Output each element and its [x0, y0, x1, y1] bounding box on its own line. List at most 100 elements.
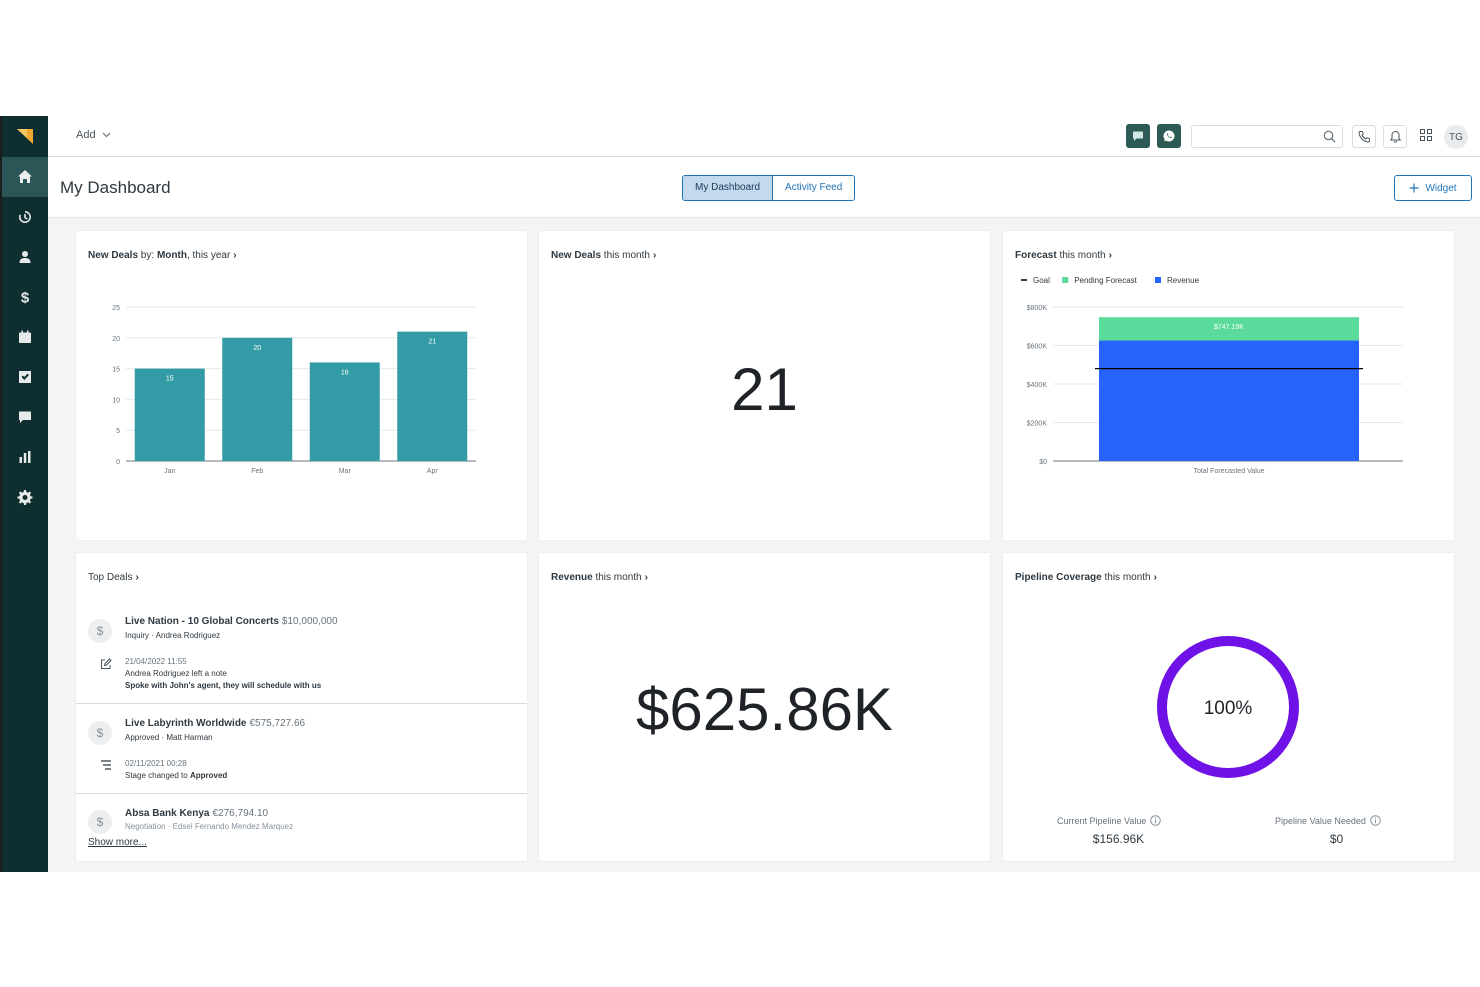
- sidebar-item-chat[interactable]: [2, 397, 48, 437]
- show-more-link[interactable]: Show more...: [88, 837, 147, 848]
- deal-stage-owner: Negotiation · Edsel Fernando Mendez Marq…: [125, 822, 294, 831]
- dollar-icon: $: [96, 815, 104, 829]
- deal-name[interactable]: Live Labyrinth Worldwide €575,727.66: [125, 718, 306, 729]
- revenue-card: Revenue this month › $625.86K: [539, 553, 990, 861]
- sidebar-item-tasks[interactable]: [2, 357, 48, 397]
- forecast-stacked-chart: Goal Pending Forecast Revenue $0 $200K $400K $…: [1021, 276, 1403, 475]
- sidebar-item-settings[interactable]: [2, 477, 48, 517]
- sidebar-item-calendar[interactable]: [2, 317, 48, 357]
- bar: [134, 368, 205, 461]
- y-tick-label: 20: [112, 336, 120, 343]
- deal-avatar: $: [88, 810, 112, 834]
- current-pipeline-label: Current Pipeline Value: [1057, 815, 1162, 826]
- new-deals-chart-card: New Deals by: Month, this year › 0 5 10 15 20…: [76, 231, 527, 540]
- sidebar-item-contacts[interactable]: [2, 237, 48, 277]
- add-widget-button[interactable]: Widget: [1394, 175, 1472, 201]
- add-menu-label: Add: [76, 129, 96, 141]
- info-icon[interactable]: [1370, 815, 1381, 826]
- notifications-button[interactable]: [1383, 125, 1407, 148]
- card-title[interactable]: Forecast this month ›: [1015, 250, 1112, 261]
- calendar-icon: [19, 330, 31, 343]
- logo-icon: [17, 129, 33, 144]
- y-tick-label: $0: [1039, 459, 1047, 466]
- y-tick-label: 0: [116, 459, 120, 466]
- activity-note: Spoke with John's agent, they will sched…: [125, 681, 322, 690]
- y-tick-label: 15: [112, 367, 120, 374]
- x-tick-label: Mar: [339, 468, 352, 475]
- deal-name[interactable]: Absa Bank Kenya €276,794.10: [125, 808, 269, 819]
- card-title[interactable]: Pipeline Coverage this month ›: [1015, 572, 1157, 583]
- whatsapp-icon: [1163, 130, 1175, 142]
- top-deals-card: Top Deals › $ Live Nation - 10 Global Con…: [76, 553, 527, 861]
- messaging-button[interactable]: [1126, 124, 1150, 148]
- search-icon[interactable]: [1323, 130, 1336, 143]
- bar: [222, 337, 293, 461]
- reports-icon: [19, 451, 31, 463]
- bar-total-label: $747.19K: [1214, 324, 1244, 331]
- bar: [309, 362, 380, 461]
- pipeline-needed-label: Pipeline Value Needed: [1275, 815, 1381, 826]
- info-icon[interactable]: [1150, 815, 1162, 826]
- pipeline-ring: 100%: [1157, 636, 1299, 778]
- home-icon: [18, 170, 32, 183]
- apps-button[interactable]: [1419, 128, 1433, 147]
- sidebar-item-deals[interactable]: $: [2, 277, 48, 317]
- plus-icon: [1409, 183, 1419, 193]
- new-deals-bar-chart: 0 5 10 15 20 25 15 Jan 20 Feb 16 Mar 21 Apr: [112, 305, 476, 475]
- deal-avatar: $: [88, 721, 112, 745]
- current-pipeline-value: $156.96K: [1092, 832, 1145, 846]
- whatsapp-button[interactable]: [1157, 124, 1181, 148]
- note-icon: [101, 658, 112, 669]
- grid-icon: [1420, 129, 1432, 141]
- activity-time: 21/04/2022 11:55: [125, 657, 187, 666]
- revenue-value: $625.86K: [636, 676, 893, 743]
- pipeline-needed-value: $0: [1329, 832, 1344, 846]
- card-title[interactable]: New Deals this month ›: [551, 250, 657, 261]
- y-tick-label: $600K: [1027, 344, 1048, 351]
- add-widget-label: Widget: [1425, 182, 1457, 194]
- deal-stage-owner: Inquiry · Andrea Rodriguez: [125, 631, 221, 640]
- pipeline-card: Pipeline Coverage this month › 100% Curre…: [1003, 553, 1454, 861]
- new-deals-count: 21: [731, 356, 798, 423]
- tab-my-dashboard[interactable]: My Dashboard: [683, 176, 774, 200]
- card-title[interactable]: Top Deals ›: [88, 572, 139, 583]
- pipeline-percent: 100%: [1204, 698, 1253, 719]
- phone-icon: [1357, 131, 1370, 143]
- sidebar-item-reports[interactable]: [2, 437, 48, 477]
- dollar-icon: $: [21, 290, 30, 306]
- divider: [76, 703, 527, 704]
- sidebar-item-activity[interactable]: [2, 197, 48, 237]
- dashboard-tabs: My Dashboard Activity Feed: [682, 175, 856, 201]
- bar-value-label: 16: [341, 369, 349, 376]
- x-tick-label: Total Forecasted Value: [1193, 468, 1264, 475]
- card-title[interactable]: New Deals by: Month, this year ›: [88, 250, 237, 261]
- card-title[interactable]: Revenue this month ›: [551, 572, 648, 583]
- activity-summary: Andrea Rodriguez left a note: [125, 669, 227, 678]
- tab-activity-feed[interactable]: Activity Feed: [773, 176, 855, 200]
- dollar-icon: $: [96, 624, 104, 638]
- app-logo[interactable]: [2, 116, 48, 156]
- page-title: My Dashboard: [60, 178, 171, 197]
- sidebar-item-home[interactable]: [2, 157, 48, 197]
- page-header: My Dashboard My Dashboard Activity Feed …: [48, 157, 1480, 218]
- search-box: [1191, 125, 1343, 148]
- x-tick-label: Jan: [164, 468, 175, 475]
- add-menu[interactable]: Add: [76, 129, 111, 141]
- y-tick-label: $200K: [1027, 421, 1048, 428]
- settings-icon: [17, 490, 33, 505]
- forecast-card: Forecast this month › Goal Pending Forecas…: [1003, 231, 1454, 540]
- user-avatar[interactable]: TG: [1444, 125, 1468, 149]
- y-tick-label: $400K: [1027, 382, 1048, 389]
- activity-icon: [18, 211, 31, 223]
- top-bar: Add TG: [48, 116, 1480, 157]
- legend-swatch: [1062, 277, 1069, 283]
- legend-label: Goal: [1033, 276, 1050, 285]
- y-tick-label: 25: [112, 305, 120, 312]
- search-input[interactable]: [1192, 126, 1312, 147]
- deal-name[interactable]: Live Nation - 10 Global Concerts $10,000,…: [125, 616, 338, 627]
- legend-label: Revenue: [1167, 276, 1200, 285]
- x-tick-label: Feb: [251, 468, 263, 475]
- tasks-icon: [19, 371, 31, 383]
- phone-button[interactable]: [1352, 125, 1376, 148]
- sidebar: $: [0, 116, 48, 872]
